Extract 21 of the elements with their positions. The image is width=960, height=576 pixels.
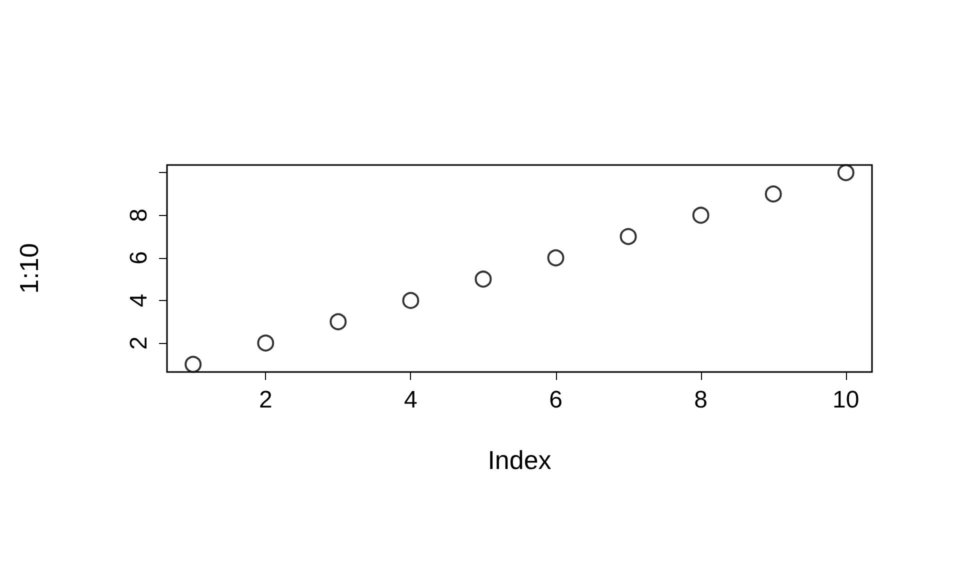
y-tick-label: 2 [126,336,152,350]
point [330,313,347,330]
y-tick-label: 8 [126,208,152,222]
point [402,292,420,309]
point [620,228,637,246]
x-axis-title: Index [488,445,552,475]
y-tick-label: 6 [126,251,152,265]
x-tick-label: 10 [832,386,860,414]
point [474,270,492,288]
point [692,206,710,224]
point [547,249,564,266]
x-tick-label: 4 [404,386,418,414]
y-tick-label: 4 [126,294,152,308]
y-axis-title: 1:10 [14,243,44,294]
point [257,334,274,352]
point [764,185,782,202]
point [837,164,854,182]
x-tick-label: 2 [258,386,272,414]
x-tick-label: 8 [694,386,708,414]
point [184,356,202,373]
x-tick-label: 6 [549,386,562,414]
